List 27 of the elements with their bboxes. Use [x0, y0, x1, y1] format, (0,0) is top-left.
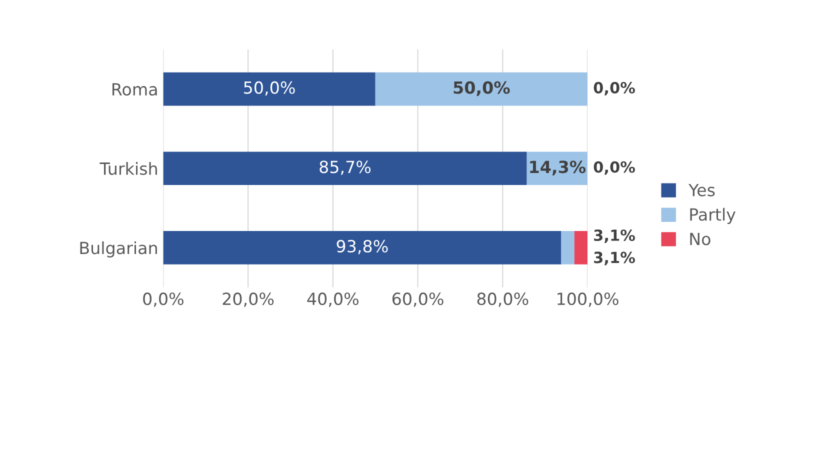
x-tick-label: 80,0% — [477, 292, 528, 307]
x-tick-label: 0,0% — [143, 292, 184, 307]
legend-label: No — [690, 232, 710, 246]
data-label: 3,1% — [594, 229, 635, 243]
x-tick-label: 60,0% — [392, 292, 444, 307]
bar — [375, 72, 588, 106]
y-tick-label: Bulgarian — [80, 241, 157, 258]
legend-label: Yes — [688, 184, 715, 196]
data-label: 85,7% — [320, 160, 371, 175]
y-tick-label: Turkish — [100, 162, 157, 175]
data-label: 3,1% — [594, 252, 635, 266]
legend-label: Partly — [690, 208, 736, 224]
x-tick-label: 40,0% — [307, 292, 358, 307]
x-tick-label: 100,0% — [558, 292, 618, 307]
bar — [163, 231, 562, 264]
y-tick-label: Roma — [112, 83, 157, 96]
data-label: 93,8% — [336, 240, 388, 254]
data-label: 0,0% — [594, 82, 635, 96]
bar — [561, 231, 574, 264]
data-label: 0,0% — [594, 161, 635, 175]
data-label: 50,0% — [244, 81, 295, 96]
data-label: 50,0% — [454, 81, 510, 96]
x-tick-label: 20,0% — [222, 292, 274, 307]
bar — [163, 72, 376, 106]
bar — [574, 231, 588, 264]
bar — [163, 152, 527, 186]
data-label: 14,3% — [530, 160, 586, 176]
